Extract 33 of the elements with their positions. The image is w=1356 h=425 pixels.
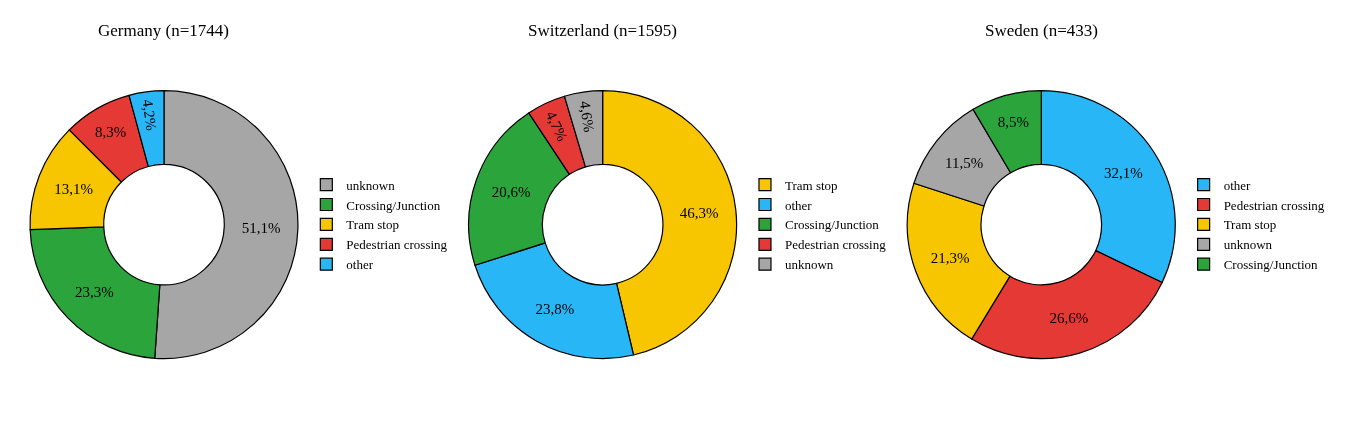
data-label: 26,6% — [1049, 309, 1089, 326]
legend-label: Tram stop — [784, 177, 838, 193]
legend-label: Crossing/Junction — [346, 197, 441, 213]
data-label: 23,8% — [535, 301, 575, 318]
data-label: 23,3% — [74, 284, 114, 301]
legend-label: Pedestrian crossing — [1223, 197, 1325, 213]
data-label: 46,3% — [679, 205, 719, 222]
legend-label: Pedestrian crossing — [784, 237, 887, 253]
legend-label: Tram stop — [346, 217, 399, 233]
data-label: 20,6% — [491, 184, 531, 201]
legend-label: other — [1223, 177, 1252, 193]
chart-title: Switzerland (n=1595) — [528, 21, 677, 40]
data-label: 32,1% — [1104, 164, 1143, 181]
legend-label: other — [784, 197, 813, 213]
legend-label: Crossing/Junction — [784, 217, 880, 233]
chart-title: Germany (n=1744) — [98, 21, 229, 40]
data-label: 11,5% — [944, 154, 984, 171]
legend-label: Pedestrian crossing — [346, 237, 448, 253]
data-label: 21,3% — [930, 250, 970, 267]
legend-label: Tram stop — [1223, 217, 1277, 233]
legend-label: unknown — [784, 257, 834, 273]
legend-label: other — [346, 257, 374, 273]
legend-label: unknown — [346, 177, 396, 193]
data-label: 4,7% — [542, 108, 571, 144]
data-label: 51,1% — [241, 220, 281, 237]
legend-label: unknown — [1223, 237, 1273, 253]
chart-title: Sweden (n=433) — [985, 21, 1098, 40]
data-label: 8,3% — [95, 124, 127, 141]
data-label: 8,5% — [997, 114, 1029, 131]
legend-label: Crossing/Junction — [1223, 257, 1319, 273]
data-label: 4,2% — [139, 98, 160, 132]
data-label: 4,6% — [576, 99, 598, 134]
data-label: 13,1% — [54, 181, 93, 198]
